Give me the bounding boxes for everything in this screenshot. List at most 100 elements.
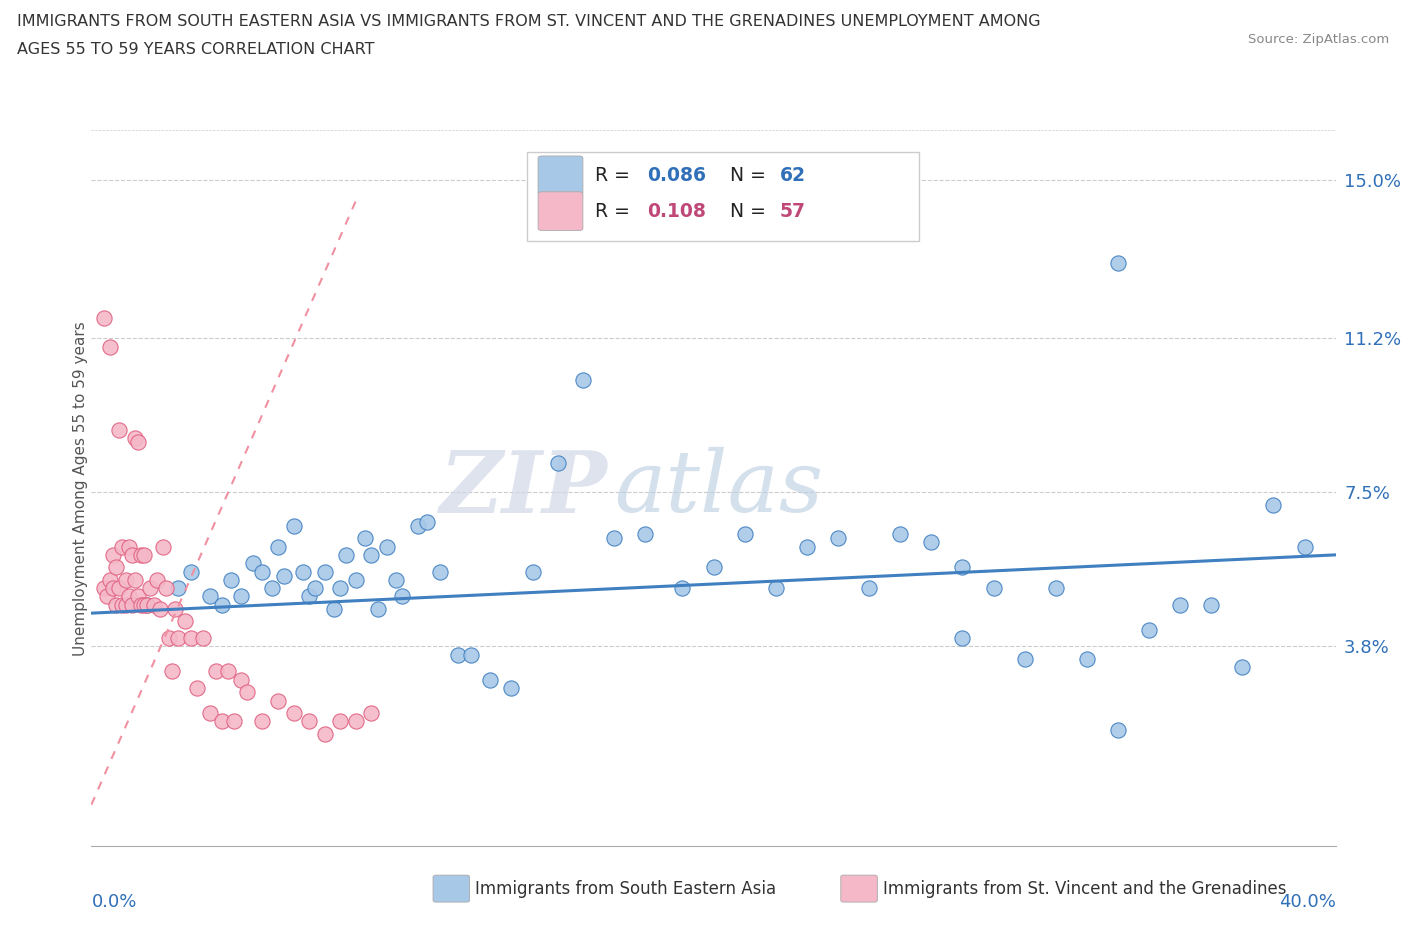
Point xyxy=(983,580,1005,595)
FancyBboxPatch shape xyxy=(538,156,583,194)
Point xyxy=(96,589,118,604)
Point xyxy=(429,565,451,579)
Point xyxy=(152,539,174,554)
Point xyxy=(314,565,336,579)
Point xyxy=(157,631,180,645)
Point xyxy=(344,714,367,729)
Point xyxy=(101,548,124,563)
Text: Immigrants from South Eastern Asia: Immigrants from South Eastern Asia xyxy=(475,880,776,898)
Point xyxy=(858,580,880,595)
Point xyxy=(121,548,143,563)
Text: 40.0%: 40.0% xyxy=(1279,893,1336,910)
Point xyxy=(323,602,346,617)
FancyBboxPatch shape xyxy=(527,152,920,241)
Point xyxy=(149,602,172,617)
Point xyxy=(118,539,141,554)
Point xyxy=(167,580,190,595)
Point xyxy=(889,526,911,541)
Point xyxy=(304,580,326,595)
Point xyxy=(180,565,202,579)
Point xyxy=(129,548,152,563)
Point xyxy=(267,693,290,708)
Point xyxy=(335,548,357,563)
Point xyxy=(136,597,159,612)
Text: AGES 55 TO 59 YEARS CORRELATION CHART: AGES 55 TO 59 YEARS CORRELATION CHART xyxy=(17,42,374,57)
Point xyxy=(522,565,544,579)
Point xyxy=(105,597,128,612)
Point xyxy=(344,572,367,587)
Point xyxy=(283,518,305,533)
Point xyxy=(229,589,252,604)
Y-axis label: Unemployment Among Ages 55 to 59 years: Unemployment Among Ages 55 to 59 years xyxy=(73,321,87,656)
Point xyxy=(229,672,252,687)
Point xyxy=(205,664,228,679)
Point xyxy=(217,664,239,679)
Text: 62: 62 xyxy=(779,166,806,185)
Point xyxy=(360,548,382,563)
Point xyxy=(360,706,382,721)
Point xyxy=(198,589,221,604)
Point xyxy=(145,572,167,587)
Point xyxy=(260,580,283,595)
Point xyxy=(950,560,973,575)
Point xyxy=(165,602,187,617)
Point xyxy=(98,572,121,587)
Point xyxy=(134,597,156,612)
Text: R =: R = xyxy=(595,166,636,185)
Point xyxy=(155,580,177,595)
Point xyxy=(1107,256,1129,271)
Point xyxy=(198,706,221,721)
Point xyxy=(329,580,352,595)
Point xyxy=(950,631,973,645)
Text: 0.086: 0.086 xyxy=(648,166,707,185)
Point xyxy=(108,422,131,437)
Point xyxy=(134,548,156,563)
Point xyxy=(108,580,131,595)
Point xyxy=(827,531,849,546)
Point xyxy=(127,589,149,604)
Point xyxy=(283,706,305,721)
Point xyxy=(193,631,215,645)
Text: 0.108: 0.108 xyxy=(648,202,706,220)
Text: ZIP: ZIP xyxy=(440,446,607,530)
Point xyxy=(734,526,756,541)
Point xyxy=(211,714,233,729)
Point xyxy=(186,681,208,696)
Point xyxy=(93,310,115,325)
Point xyxy=(111,597,134,612)
Point xyxy=(1107,723,1129,737)
Point xyxy=(273,568,295,583)
Point xyxy=(298,714,321,729)
Point xyxy=(124,431,146,445)
Point xyxy=(105,560,128,575)
Point xyxy=(114,572,136,587)
Text: 57: 57 xyxy=(779,202,806,220)
Point xyxy=(114,597,136,612)
Point xyxy=(478,672,501,687)
Point xyxy=(702,560,725,575)
Text: R =: R = xyxy=(595,202,636,220)
Point xyxy=(162,664,184,679)
Point xyxy=(329,714,352,729)
Point xyxy=(1137,622,1160,637)
Point xyxy=(221,572,243,587)
Text: Immigrants from St. Vincent and the Grenadines: Immigrants from St. Vincent and the Gren… xyxy=(883,880,1286,898)
Point xyxy=(98,339,121,354)
Point xyxy=(1014,652,1036,667)
Point xyxy=(1076,652,1098,667)
Point xyxy=(136,597,159,612)
Point xyxy=(391,589,413,604)
Point xyxy=(354,531,377,546)
Text: N =: N = xyxy=(730,166,772,185)
Point xyxy=(447,647,470,662)
Point xyxy=(603,531,626,546)
Point xyxy=(211,597,233,612)
Point xyxy=(671,580,693,595)
Point xyxy=(118,589,141,604)
Point xyxy=(796,539,818,554)
Point xyxy=(224,714,246,729)
Point xyxy=(1045,580,1067,595)
Point xyxy=(1263,498,1285,512)
Point xyxy=(298,589,321,604)
Point xyxy=(416,514,439,529)
